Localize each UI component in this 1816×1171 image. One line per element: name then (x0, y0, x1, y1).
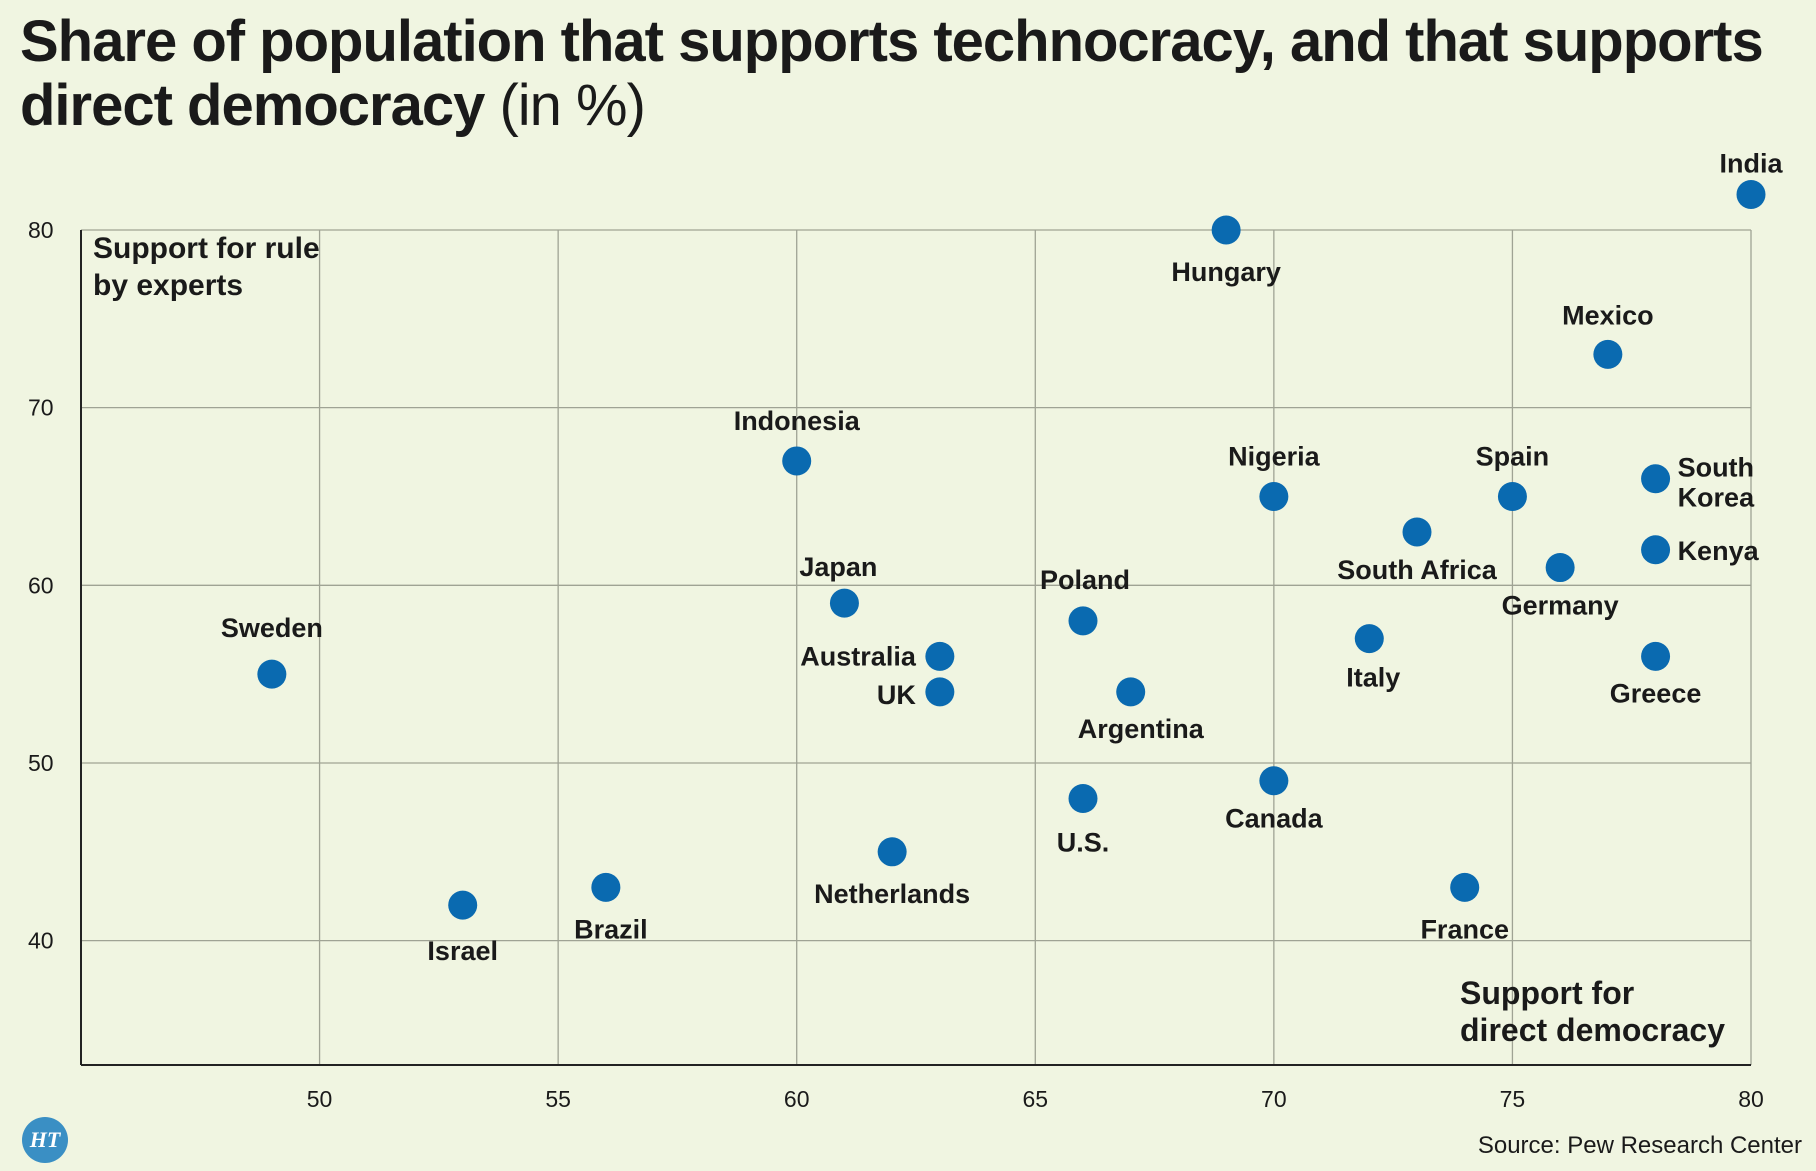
point-hungary (1211, 215, 1241, 245)
label-poland: Poland (1040, 565, 1130, 595)
y-tick-label: 50 (28, 750, 54, 776)
label-hungary: Hungary (1171, 257, 1281, 287)
point-mexico (1593, 339, 1623, 369)
point-argentina (1116, 677, 1146, 707)
label-italy: Italy (1346, 663, 1400, 693)
x-tick-label: 80 (1738, 1086, 1764, 1112)
point-south-africa (1402, 517, 1432, 547)
label-sweden: Sweden (221, 613, 323, 643)
label-spain: Spain (1476, 441, 1550, 471)
label-india: India (1719, 148, 1783, 178)
x-tick-label: 65 (1022, 1086, 1048, 1112)
chart-title: Share of population that supports techno… (20, 10, 1800, 138)
label-indonesia: Indonesia (734, 406, 861, 436)
point-south-korea (1641, 464, 1671, 494)
x-tick-label: 50 (307, 1086, 333, 1112)
y-tick-label: 80 (28, 217, 54, 243)
point-australia (925, 641, 955, 671)
label-japan: Japan (799, 552, 877, 582)
point-india (1736, 179, 1766, 209)
source-note: Source: Pew Research Center (1477, 1132, 1802, 1159)
point-brazil (591, 872, 621, 902)
chart-title-unit: (in %) (499, 73, 645, 138)
label-netherlands: Netherlands (814, 879, 970, 909)
label-u-s: U.S. (1057, 828, 1110, 858)
y-tick-label: 60 (28, 572, 54, 598)
label-france: France (1420, 914, 1509, 944)
label-kenya: Kenya (1678, 536, 1760, 566)
label-south-africa: South Africa (1337, 555, 1497, 585)
point-france (1450, 872, 1480, 902)
point-indonesia (782, 446, 812, 476)
point-greece (1641, 641, 1671, 671)
x-tick-label: 60 (784, 1086, 810, 1112)
point-uk (925, 677, 955, 707)
point-germany (1545, 553, 1575, 583)
chart-title-main: Share of population that supports techno… (20, 9, 1764, 138)
label-israel: Israel (427, 936, 498, 966)
point-sweden (257, 659, 287, 689)
label-uk: UK (877, 680, 916, 710)
label-south-korea: South Korea (1678, 453, 1756, 513)
x-tick-label: 75 (1500, 1086, 1526, 1112)
y-axis-title: Support for rule by experts (93, 232, 320, 302)
x-axis-title: Support for direct democracy (1460, 975, 1725, 1048)
point-japan (829, 588, 859, 618)
ht-logo-icon: HT (22, 1117, 68, 1163)
point-netherlands (877, 837, 907, 867)
y-tick-label: 40 (28, 928, 54, 954)
label-brazil: Brazil (574, 914, 648, 944)
point-kenya (1641, 535, 1671, 565)
point-nigeria (1259, 481, 1289, 511)
point-israel (448, 890, 478, 920)
point-canada (1259, 766, 1289, 796)
y-tick-label: 70 (28, 395, 54, 421)
x-tick-label: 70 (1261, 1086, 1287, 1112)
label-nigeria: Nigeria (1228, 441, 1321, 471)
point-poland (1068, 606, 1098, 636)
label-australia: Australia (800, 641, 917, 671)
label-argentina: Argentina (1078, 714, 1205, 744)
point-u-s (1068, 784, 1098, 814)
label-germany: Germany (1502, 591, 1619, 621)
label-mexico: Mexico (1562, 300, 1654, 330)
point-italy (1354, 624, 1384, 654)
x-tick-label: 55 (545, 1086, 571, 1112)
label-greece: Greece (1610, 678, 1702, 708)
point-spain (1497, 481, 1527, 511)
label-canada: Canada (1225, 804, 1324, 834)
